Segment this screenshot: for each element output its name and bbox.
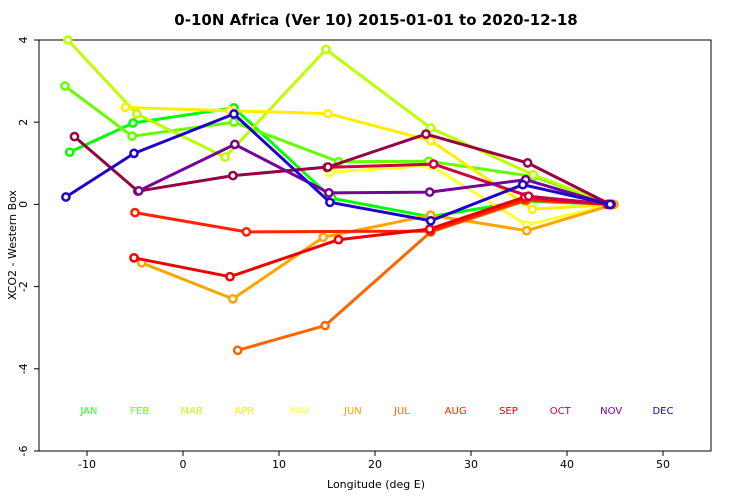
data-point	[129, 252, 139, 263]
data-point	[130, 207, 140, 218]
y-tick-label: -4	[17, 363, 30, 374]
data-point	[228, 294, 238, 304]
data-point	[321, 44, 331, 55]
data-point	[60, 81, 70, 91]
data-point	[333, 234, 344, 245]
data-point	[128, 118, 138, 128]
data-point	[320, 320, 330, 331]
series-line	[138, 142, 610, 206]
month-label: MAR	[180, 406, 202, 417]
data-point	[318, 232, 329, 243]
series-aug	[130, 194, 615, 237]
data-point	[241, 227, 252, 237]
y-tick-label: 0	[17, 201, 30, 208]
data-point	[425, 135, 436, 146]
data-point	[325, 197, 335, 208]
data-point	[424, 224, 435, 234]
data-point	[133, 185, 144, 196]
x-tick-label: -10	[78, 458, 96, 471]
data-point	[421, 129, 431, 139]
series-layer	[60, 35, 619, 356]
x-axis-label: Longitude (deg E)	[327, 478, 425, 491]
x-tick-label: 10	[272, 458, 286, 471]
data-point	[522, 158, 533, 168]
month-label: NOV	[600, 406, 622, 417]
data-point	[517, 179, 528, 190]
y-tick-label: -6	[17, 446, 30, 457]
month-label: OCT	[550, 406, 572, 417]
data-point	[428, 159, 439, 169]
data-point	[120, 102, 131, 113]
data-point	[225, 271, 235, 282]
data-point	[323, 162, 333, 172]
month-label: AUG	[445, 406, 467, 417]
month-label: JUN	[343, 406, 362, 417]
data-point	[521, 225, 532, 236]
chart-title: 0-10N Africa (Ver 10) 2015-01-01 to 2020…	[174, 11, 577, 29]
series-line	[329, 163, 613, 227]
data-point	[127, 131, 137, 142]
plot-frame	[38, 39, 712, 452]
data-point	[425, 215, 436, 226]
axis-ticks: -10 0 10 20 30 40 50 -6 -4 -2 0 2 4	[17, 37, 670, 472]
data-point	[228, 170, 238, 181]
month-label: APR	[235, 406, 255, 417]
data-point	[69, 131, 80, 142]
data-point	[323, 108, 333, 119]
data-point	[132, 109, 142, 119]
x-tick-label: 40	[560, 458, 574, 471]
month-label: DEC	[652, 406, 673, 417]
data-point	[527, 204, 538, 215]
series-dec	[61, 109, 616, 226]
data-point	[229, 139, 240, 150]
data-point	[232, 345, 243, 356]
data-point	[229, 109, 239, 119]
y-axis-label: XCO2 - Western Box	[6, 189, 19, 300]
data-point	[523, 191, 534, 202]
x-tick-label: 20	[368, 458, 382, 471]
month-label: FEB	[130, 406, 149, 417]
data-point	[129, 148, 139, 159]
month-label: SEP	[499, 406, 518, 417]
month-label: MAY	[290, 406, 312, 417]
month-label: JAN	[79, 406, 97, 417]
data-point	[64, 147, 75, 158]
data-point	[61, 192, 71, 202]
series-line	[141, 202, 615, 301]
data-point	[424, 187, 435, 197]
x-tick-label: 30	[464, 458, 478, 471]
x-tick-label: 50	[656, 458, 670, 471]
data-point	[605, 199, 616, 210]
month-label: JAN	[79, 406, 97, 417]
series-jun	[136, 199, 619, 304]
x-tick-label: 0	[180, 458, 187, 471]
data-point	[528, 169, 539, 180]
data-point	[220, 152, 231, 162]
series-line	[326, 162, 612, 206]
y-tick-label: 4	[17, 37, 30, 44]
data-point	[324, 188, 334, 198]
series-line	[125, 105, 614, 211]
data-point	[425, 123, 436, 133]
data-point	[62, 35, 73, 45]
y-tick-label: 2	[17, 119, 30, 126]
month-label: JUL	[393, 406, 410, 417]
data-point	[229, 117, 239, 128]
y-tick-label: -2	[17, 281, 30, 292]
